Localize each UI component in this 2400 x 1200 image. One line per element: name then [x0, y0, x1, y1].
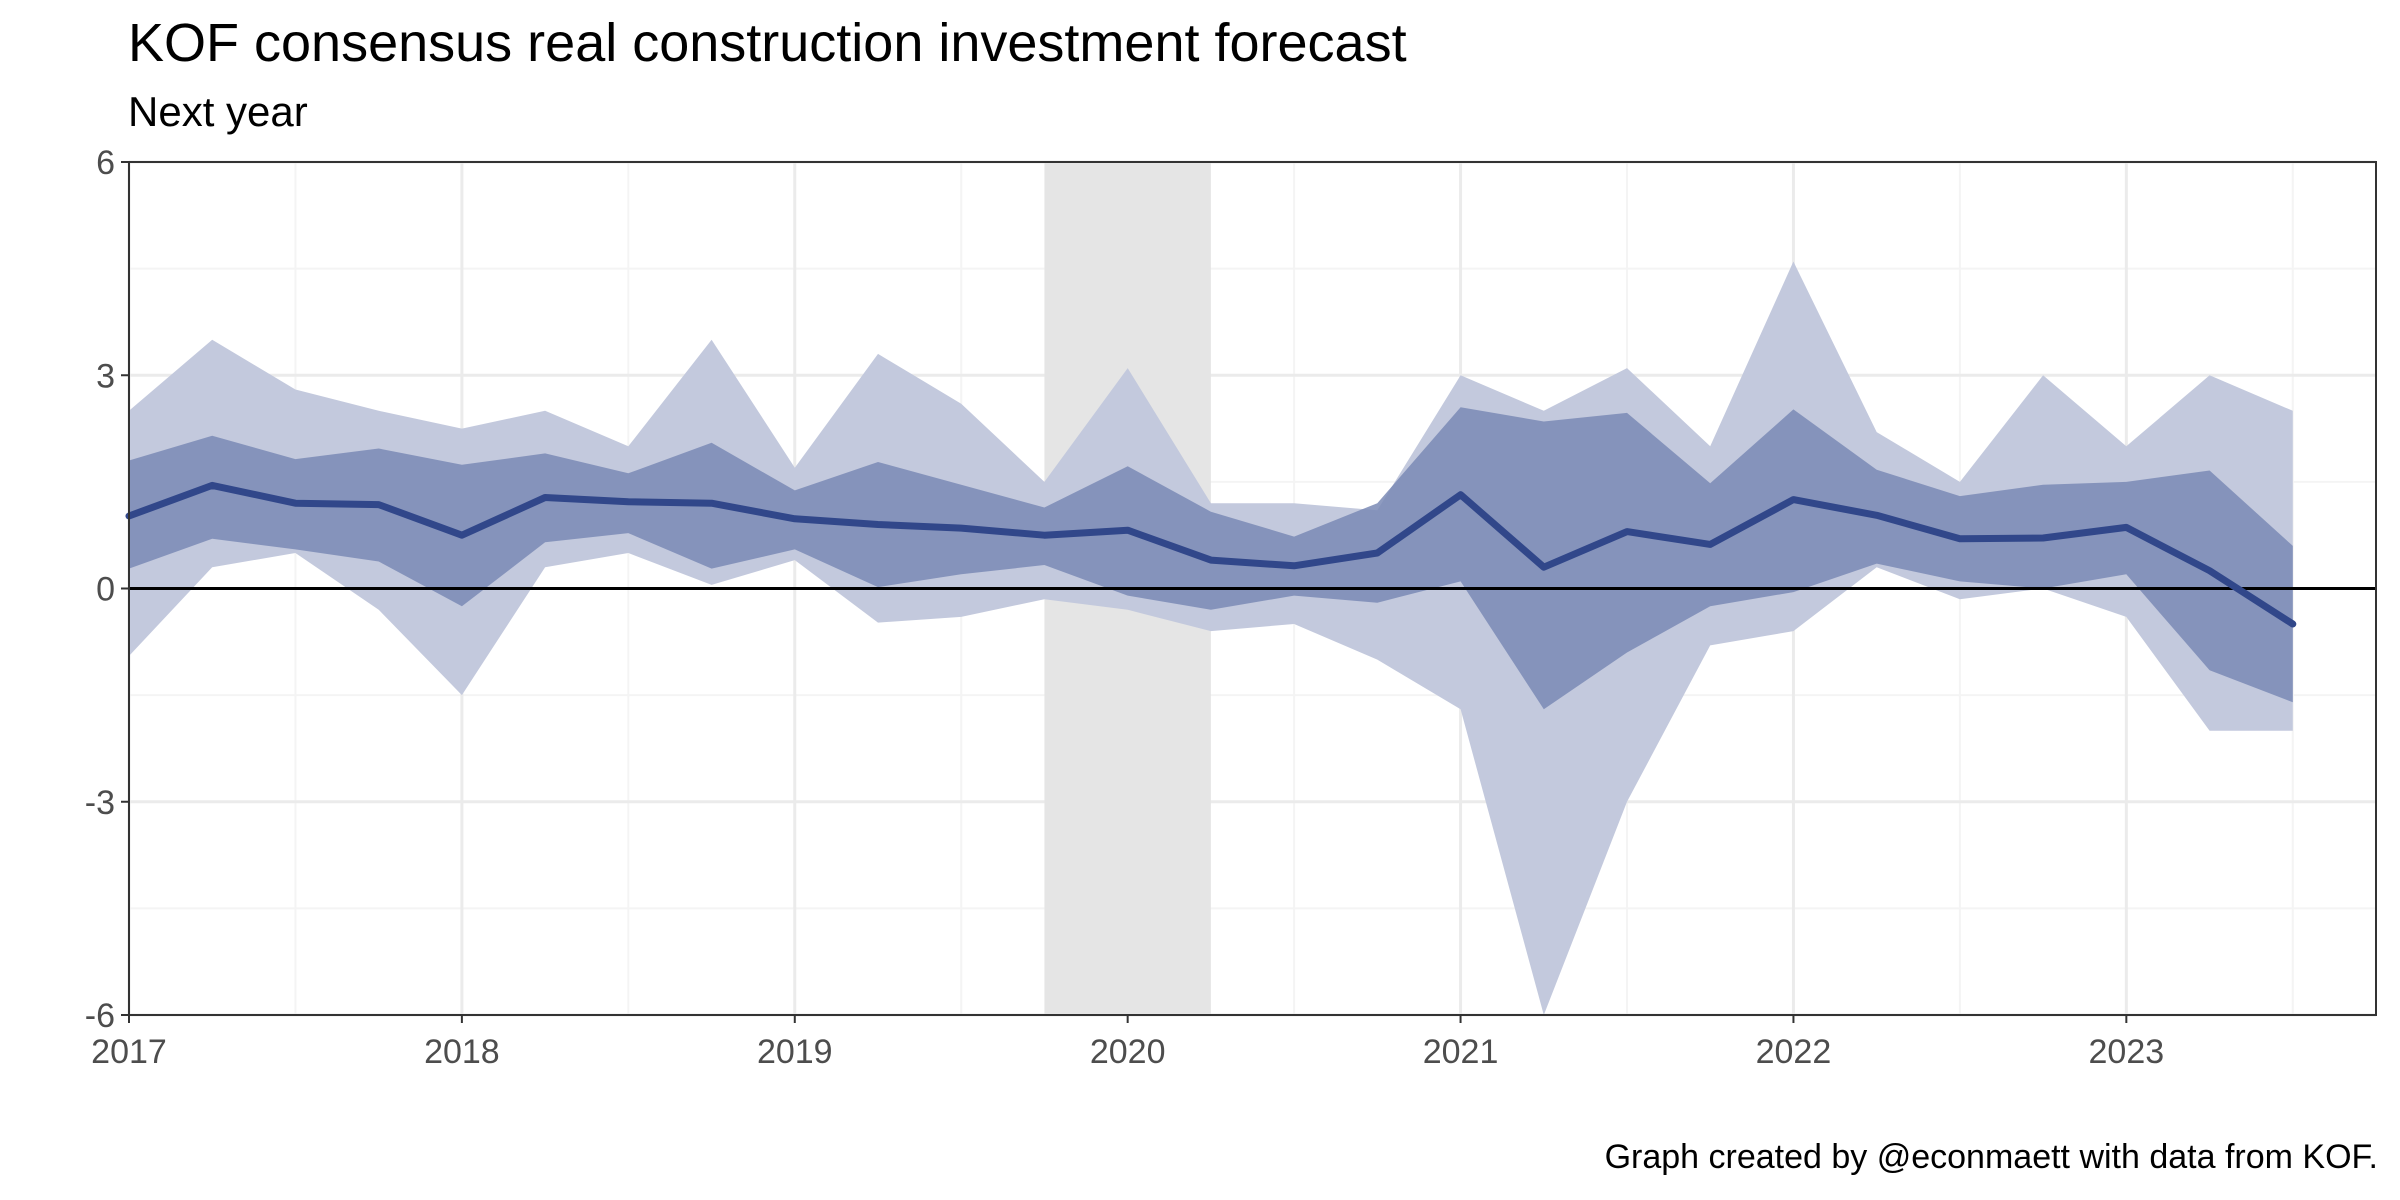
x-tick-label: 2018 — [424, 1033, 500, 1071]
y-tick-label: -3 — [85, 784, 115, 822]
x-tick-label: 2019 — [757, 1033, 833, 1071]
chart-subtitle: Next year — [128, 88, 308, 135]
x-tick-label: 2022 — [1756, 1033, 1832, 1071]
x-tick-label: 2020 — [1090, 1033, 1166, 1071]
consensus-line-layer — [125, 481, 2376, 628]
x-tick-label: 2023 — [2089, 1033, 2165, 1071]
x-tick-label: 2021 — [1423, 1033, 1499, 1071]
chart-title: KOF consensus real construction investme… — [128, 13, 1407, 73]
y-tick-label: 0 — [96, 571, 115, 609]
x-tick-label: 2017 — [91, 1033, 167, 1071]
source-caption: Graph created by @econmaett with data fr… — [1604, 1138, 2378, 1176]
y-tick-label: 3 — [96, 357, 115, 395]
y-tick-label: 6 — [96, 144, 115, 182]
consensus-mean-line — [125, 481, 2297, 628]
y-tick-label: -6 — [85, 997, 115, 1035]
